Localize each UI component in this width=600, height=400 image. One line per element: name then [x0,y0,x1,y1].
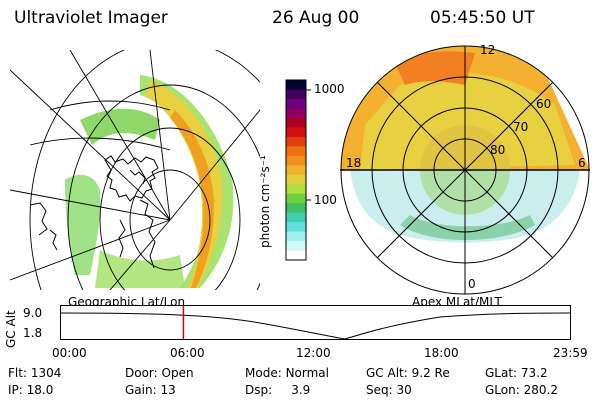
status-flt: Flt: 1304 [8,366,62,380]
colorbar-swatch [286,136,306,147]
colorbar-swatch [286,117,306,128]
timeline-tick-3: 18:00 [424,346,459,360]
timeline-tick-4: 23:59 [553,346,588,360]
colorbar-swatch [286,250,306,261]
colorbar [285,79,311,261]
mlt-label-0: 0 [468,277,476,291]
timeline-tick-1: 06:00 [170,346,205,360]
noon-hotspot [395,51,475,85]
aurora-dawn-green [80,108,160,145]
status-gcalt: GC Alt: 9.2 Re [366,366,450,380]
geographic-map [10,50,260,290]
colorbar-swatch [286,241,306,252]
date-label: 26 Aug 00 [272,8,360,28]
status-ip: IP: 18.0 [8,383,54,397]
timeline-ybottom: 1.8 [23,326,43,340]
colorbar-tick-100: 100 [314,193,337,207]
timeline-tick-0: 00:00 [52,346,87,360]
mlat-label-70: 70 [513,120,529,134]
colorbar-swatch [286,193,306,204]
altitude-curve [59,312,571,340]
timeline-tick-2: 12:00 [296,346,331,360]
colorbar-swatch [286,146,306,157]
aurora-inner-band [170,110,215,288]
status-gain: Gain: 13 [125,383,176,397]
time-label: 05:45:50 UT [430,8,535,28]
colorbar-swatch [286,203,306,214]
colorbar-swatch [286,80,306,90]
colorbar-swatch [286,108,306,119]
mlat-label-60: 60 [536,97,552,111]
polar-plot [340,45,590,295]
aurora-left-patch [65,174,101,275]
colorbar-tick-1000: 1000 [314,82,345,96]
status-mode: Mode: Normal [245,366,329,380]
status-dsp: Dsp: 3.9 [245,383,311,397]
status-seq: Seq: 30 [366,383,412,397]
mlat-label-80: 80 [490,143,506,157]
altitude-timeline [59,305,571,340]
colorbar-swatch [286,89,306,100]
colorbar-swatch [286,184,306,195]
aurora-bottom [95,250,185,288]
mlt-label-12: 12 [480,43,496,57]
colorbar-swatch [286,231,306,242]
instrument-title: Ultraviolet Imager [14,8,168,28]
colorbar-swatch [286,212,306,223]
mlt-label-6: 6 [578,156,586,170]
dayside-inner [360,73,575,170]
colorbar-swatch [286,155,306,166]
colorbar-unit-label: photon cm⁻²s⁻¹ [258,155,272,248]
colorbar-swatch [286,98,306,109]
colorbar-swatch [286,165,306,176]
status-glat: GLat: 73.2 [485,366,548,380]
timeline-ytop: 9.0 [23,306,43,320]
colorbar-swatch [286,174,306,185]
coastline [104,155,159,202]
colorbar-swatch [286,222,306,233]
mlt-label-18: 18 [346,156,362,170]
status-glon: GLon: 280.2 [485,383,558,397]
timeline-ylabel: GC Alt [4,310,18,348]
colorbar-swatch [286,127,306,138]
status-door: Door: Open [125,366,194,380]
